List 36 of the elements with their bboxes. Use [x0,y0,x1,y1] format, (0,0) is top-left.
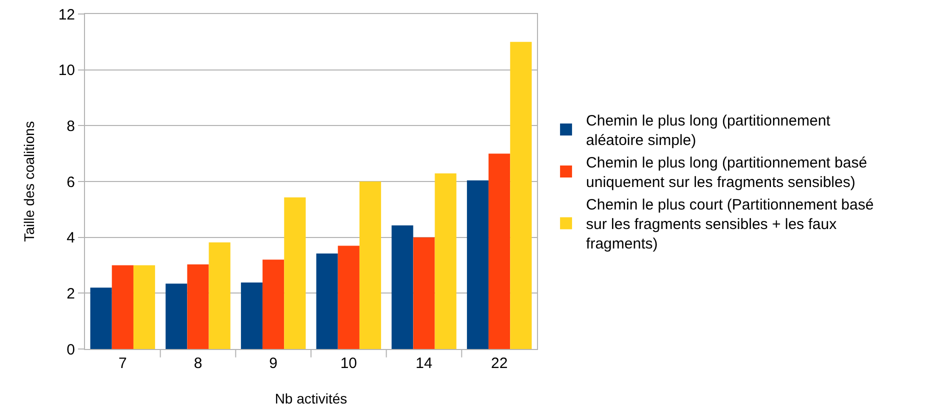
bar [262,260,284,349]
x-tick-label: 8 [194,355,202,372]
bar [133,265,156,349]
bar [510,42,532,349]
y-tick-label: 6 [66,174,75,191]
y-tick-label: 4 [66,230,75,247]
y-tick-label: 10 [58,62,75,80]
bar [90,288,112,349]
bar [392,225,414,349]
x-tick-label: 7 [118,355,127,372]
bar [208,242,230,349]
bar [466,180,489,349]
y-tick-label: 2 [66,285,75,302]
bar [187,264,209,349]
bar [413,237,435,349]
bar [359,182,382,349]
y-axis-title: Taille des coalitions [20,121,37,242]
y-tick-label: 12 [58,6,75,24]
legend-label: Chemin le plus court (Partitionnement basé sur les fragments sensibles + les faux fragments) [586,196,874,253]
x-tick-label: 9 [269,355,278,372]
legend-label: Chemin le plus long (partitionnement basé uniquement sur les fragments sensibles) [586,154,868,192]
y-tick-label: 8 [66,118,75,135]
bar [284,197,306,349]
legend-label: Chemin le plus long (partitionnement aléatoire simple) [586,112,832,150]
bar [316,254,338,349]
x-tick-label: 10 [340,355,358,372]
bar [338,246,360,349]
bar [166,284,188,349]
bar [488,154,510,349]
bar [240,282,263,349]
x-axis-title: Nb activités [274,390,348,406]
bar [112,265,134,349]
x-tick-label: 14 [416,355,432,372]
bar [434,173,456,349]
y-tick-label: 0 [66,341,75,358]
x-tick-label: 22 [490,355,508,372]
